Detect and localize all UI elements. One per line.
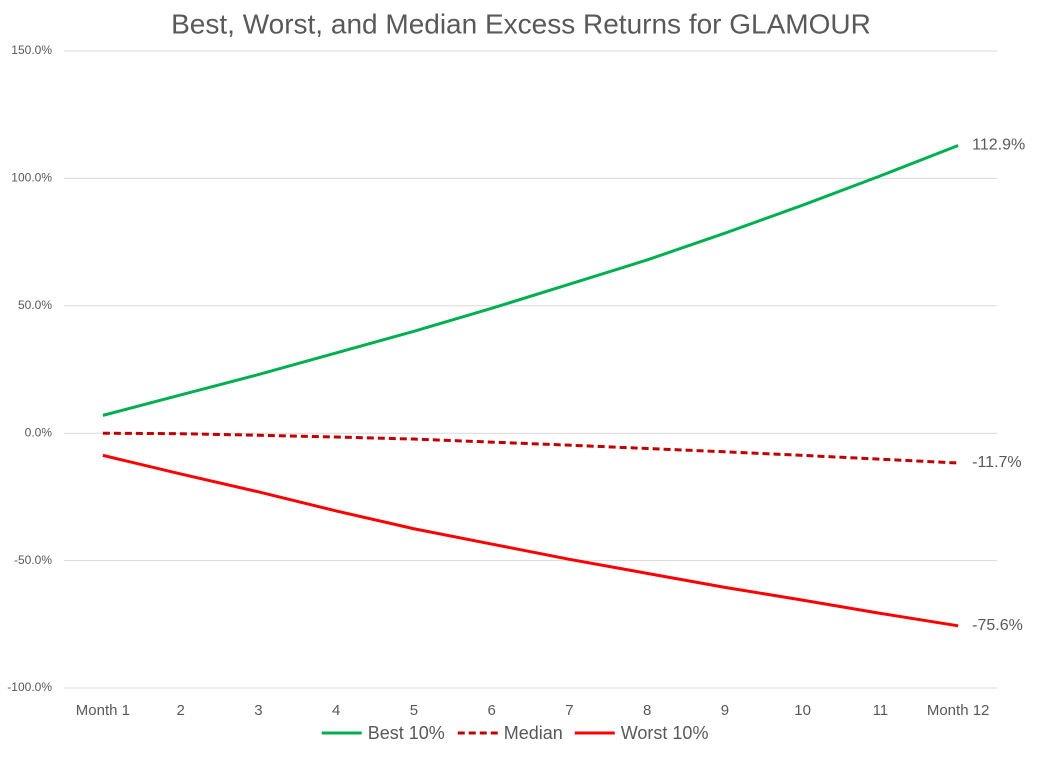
x-tick-label: 8 [643,702,651,719]
data-label: -11.7% [972,454,1022,471]
x-tick-label: Month 12 [927,702,990,719]
y-tick-label: -50.0% [14,553,52,567]
legend-label: Best 10% [368,723,445,743]
y-tick-label: 50.0% [18,298,52,312]
data-label: 112.9% [972,137,1025,154]
x-tick-label: 2 [176,702,184,719]
x-tick-label: 6 [487,702,495,719]
y-tick-label: 100.0% [11,171,52,185]
x-tick-label: 10 [794,702,811,719]
chart-title: Best, Worst, and Median Excess Returns f… [171,8,871,39]
x-tick-label: 3 [254,702,262,719]
legend-label: Worst 10% [621,723,709,743]
data-label: -75.6% [972,617,1023,634]
x-tick-label: 4 [332,702,340,719]
x-tick-label: 7 [565,702,573,719]
x-tick-label: 5 [410,702,418,719]
x-tick-label: 9 [721,702,729,719]
y-tick-label: 150.0% [11,43,52,57]
y-tick-label: 0.0% [25,425,53,439]
series-line [102,431,959,465]
x-tick-label: Month 1 [76,702,130,719]
series-line [102,144,959,417]
legend-label: Median [504,723,563,743]
y-tick-label: -100.0% [7,680,52,694]
series-line [102,453,959,628]
x-tick-label: 11 [873,702,889,719]
